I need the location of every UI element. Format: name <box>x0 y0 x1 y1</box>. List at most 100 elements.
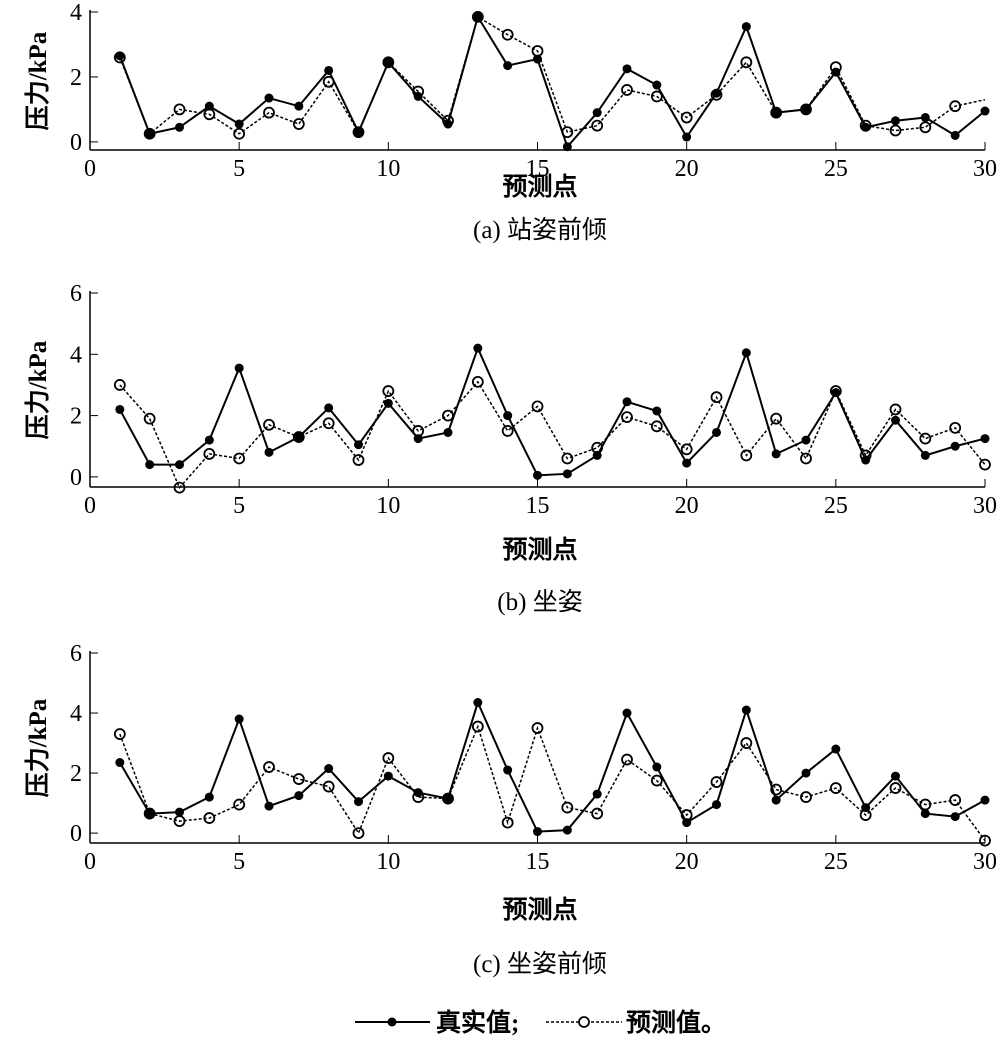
actual-point <box>354 440 363 450</box>
actual-point <box>980 106 990 116</box>
actual-point <box>324 764 334 774</box>
predicted-point <box>442 792 454 805</box>
subplot-caption: (a) 站姿前倾 <box>473 216 607 244</box>
x-tick-label: 15 <box>526 849 550 875</box>
predicted-point <box>859 449 872 462</box>
actual-point <box>443 119 453 129</box>
predicted-point <box>471 375 484 388</box>
actual-point <box>592 108 602 118</box>
actual-point <box>682 458 692 468</box>
predicted-point <box>859 809 872 821</box>
predicted-point <box>591 807 604 820</box>
x-tick-label: 25 <box>824 849 848 875</box>
predicted-point <box>263 418 275 431</box>
predicted-point <box>233 127 246 140</box>
predicted-point <box>561 452 574 465</box>
actual-point <box>980 795 990 805</box>
actual-point <box>294 101 304 111</box>
actual-point <box>473 343 483 353</box>
predicted-point <box>322 75 335 88</box>
x-axis-label: 预测点 <box>502 896 577 924</box>
predicted-point <box>561 801 574 814</box>
x-tick-label: 10 <box>376 156 400 182</box>
subplot-0: 0 5 10 15 20 25 30 0 2 4 压力/kPa 预测点 (a) 站姿前倾 <box>24 0 997 244</box>
actual-point <box>234 714 244 724</box>
predicted-point <box>650 774 663 787</box>
x-axis-label: 预测点 <box>502 536 577 564</box>
actual-point <box>652 80 662 90</box>
predicted-point <box>173 481 186 494</box>
predicted-point <box>412 85 425 98</box>
predicted-point <box>650 420 663 433</box>
actual-point <box>443 794 453 804</box>
y-tick-label: 4 <box>70 342 82 368</box>
predicted-point <box>113 51 126 64</box>
actual-point <box>741 705 751 715</box>
x-tick-label: 15 <box>526 493 550 519</box>
predicted-point <box>800 791 812 803</box>
actual-point <box>234 363 244 373</box>
predicted-point <box>650 90 663 103</box>
actual-point <box>115 758 125 768</box>
subplot-1: 0 5 10 15 20 25 30 0 2 4 6 压力/kPa 预测点 (b) 坐姿 <box>24 281 997 616</box>
predicted-point <box>621 84 633 96</box>
actual-point <box>831 744 841 754</box>
actual-point <box>264 801 274 811</box>
actual-point <box>741 348 751 358</box>
predicted-point <box>949 794 962 806</box>
predicted-point <box>710 391 723 404</box>
predicted-point <box>471 720 484 733</box>
predicted-point <box>531 400 544 413</box>
predicted-point <box>143 412 156 425</box>
predicted-point <box>919 432 932 445</box>
predicted-point <box>203 448 216 460</box>
legend: 真实值; 预测值。 <box>355 1008 726 1037</box>
actual-point <box>562 469 572 479</box>
predicted-point <box>859 119 872 132</box>
actual-point <box>801 435 811 445</box>
y-tick-label: 0 <box>70 130 82 156</box>
actual-point <box>682 132 692 142</box>
predicted-point <box>680 809 693 821</box>
predicted-point <box>501 28 514 41</box>
predicted-point <box>531 722 544 734</box>
y-tick-label: 0 <box>70 821 82 847</box>
predicted-point <box>173 103 186 116</box>
y-tick-label: 2 <box>70 65 82 91</box>
predicted-point <box>322 417 335 430</box>
subplot-caption: (c) 坐姿前倾 <box>473 950 607 978</box>
predicted-point <box>680 111 693 124</box>
predicted-point <box>531 45 544 57</box>
predicted-point <box>113 379 126 391</box>
predicted-point <box>382 752 395 764</box>
actual-point <box>115 404 125 414</box>
actual-point <box>652 406 662 416</box>
actual-point <box>175 807 184 817</box>
y-tick-label: 0 <box>70 465 82 491</box>
y-axis-label: 压力/kPa <box>24 698 52 797</box>
actual-point <box>294 791 304 801</box>
actual-point <box>503 765 513 775</box>
predicted-point <box>113 728 126 740</box>
predicted-series-line <box>119 724 986 842</box>
predicted-point <box>591 441 604 454</box>
x-tick-label: 20 <box>675 156 699 182</box>
x-tick-label: 20 <box>675 493 699 519</box>
actual-point <box>801 768 811 778</box>
predicted-point <box>889 782 902 794</box>
x-tick-label: 0 <box>84 849 96 875</box>
predicted-point <box>322 780 335 793</box>
actual-series-line <box>118 345 986 477</box>
x-tick-label: 30 <box>973 493 997 519</box>
x-tick-label: 25 <box>824 493 848 519</box>
actual-point <box>533 827 542 837</box>
y-tick-label: 2 <box>70 404 82 430</box>
predicted-point <box>949 421 962 434</box>
predicted-point <box>352 454 365 466</box>
actual-series-line <box>118 699 986 833</box>
predicted-point <box>979 458 991 471</box>
actual-point <box>652 762 662 772</box>
actual-point <box>264 93 274 103</box>
predicted-point <box>292 431 305 443</box>
